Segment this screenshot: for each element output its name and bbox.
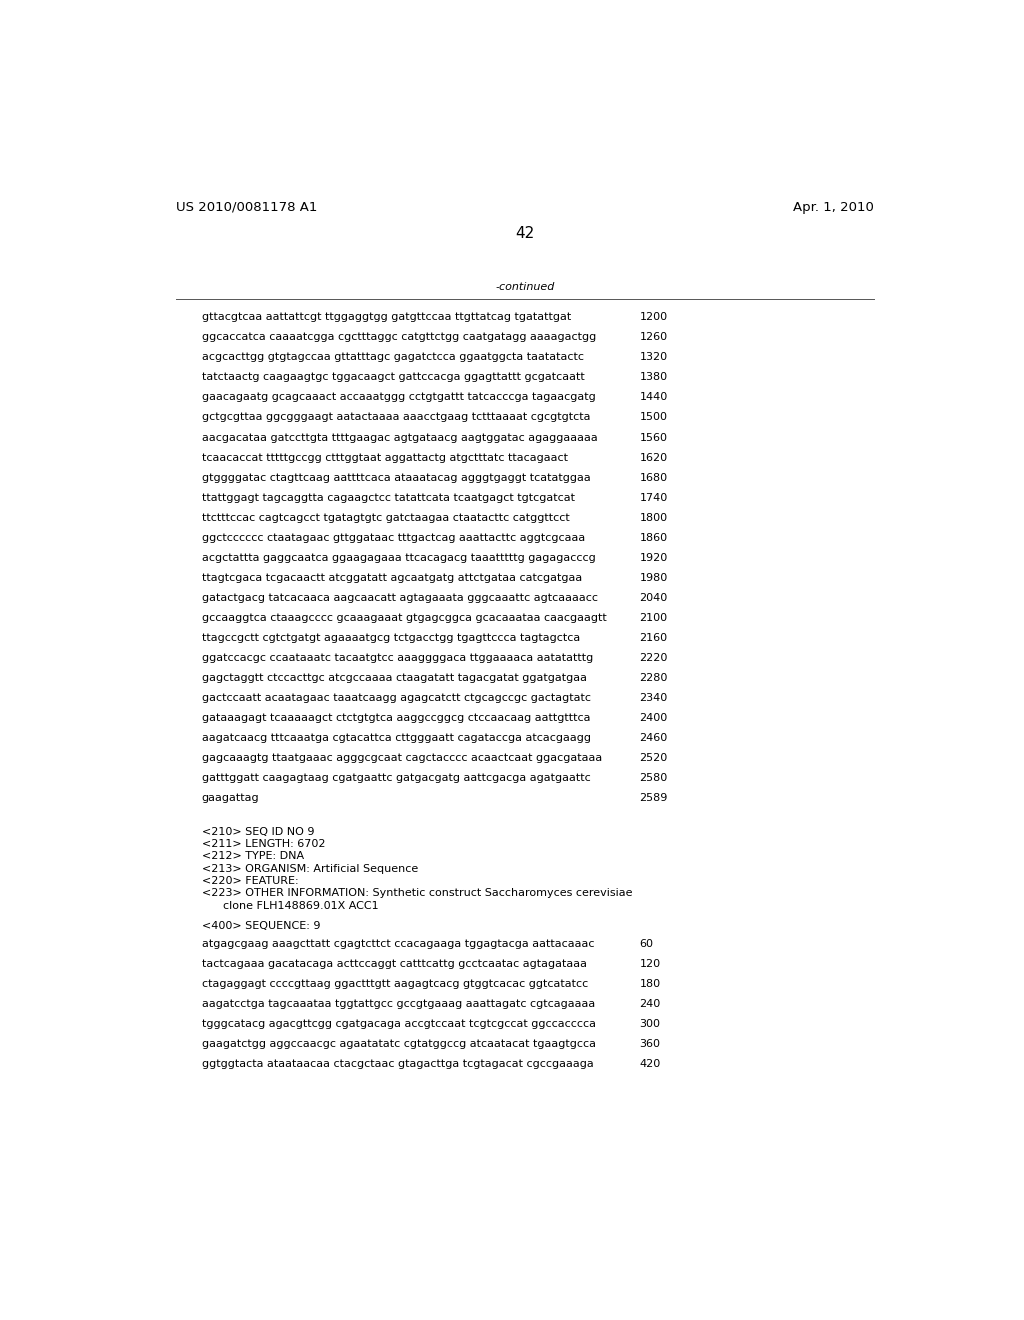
Text: gccaaggtca ctaaagcccc gcaaagaaat gtgagcggca gcacaaataa caacgaagtt: gccaaggtca ctaaagcccc gcaaagaaat gtgagcg… xyxy=(202,612,606,623)
Text: -continued: -continued xyxy=(496,281,554,292)
Text: gagctaggtt ctccacttgc atcgccaaaa ctaagatatt tagacgatat ggatgatgaa: gagctaggtt ctccacttgc atcgccaaaa ctaagat… xyxy=(202,673,587,682)
Text: 1260: 1260 xyxy=(640,333,668,342)
Text: acgcacttgg gtgtagccaa gttatttagc gagatctcca ggaatggcta taatatactc: acgcacttgg gtgtagccaa gttatttagc gagatct… xyxy=(202,352,584,363)
Text: clone FLH148869.01X ACC1: clone FLH148869.01X ACC1 xyxy=(202,900,378,911)
Text: 1500: 1500 xyxy=(640,412,668,422)
Text: 360: 360 xyxy=(640,1039,660,1049)
Text: tcaacaccat tttttgccgg ctttggtaat aggattactg atgctttatc ttacagaact: tcaacaccat tttttgccgg ctttggtaat aggatta… xyxy=(202,453,567,462)
Text: Apr. 1, 2010: Apr. 1, 2010 xyxy=(793,201,873,214)
Text: aagatcctga tagcaaataa tggtattgcc gccgtgaaag aaattagatc cgtcagaaaa: aagatcctga tagcaaataa tggtattgcc gccgtga… xyxy=(202,999,595,1010)
Text: 1920: 1920 xyxy=(640,553,668,562)
Text: 1200: 1200 xyxy=(640,313,668,322)
Text: tatctaactg caagaagtgc tggacaagct gattccacga ggagttattt gcgatcaatt: tatctaactg caagaagtgc tggacaagct gattcca… xyxy=(202,372,585,383)
Text: <223> OTHER INFORMATION: Synthetic construct Saccharomyces cerevisiae: <223> OTHER INFORMATION: Synthetic const… xyxy=(202,888,632,899)
Text: 2520: 2520 xyxy=(640,752,668,763)
Text: <213> ORGANISM: Artificial Sequence: <213> ORGANISM: Artificial Sequence xyxy=(202,863,418,874)
Text: 2220: 2220 xyxy=(640,653,668,663)
Text: 60: 60 xyxy=(640,940,653,949)
Text: gaagattag: gaagattag xyxy=(202,793,259,803)
Text: ggatccacgc ccaataaatc tacaatgtcc aaaggggaca ttggaaaaca aatatatttg: ggatccacgc ccaataaatc tacaatgtcc aaagggg… xyxy=(202,653,593,663)
Text: <400> SEQUENCE: 9: <400> SEQUENCE: 9 xyxy=(202,921,321,931)
Text: 300: 300 xyxy=(640,1019,660,1030)
Text: 1680: 1680 xyxy=(640,473,668,483)
Text: atgagcgaag aaagcttatt cgagtcttct ccacagaaga tggagtacga aattacaaac: atgagcgaag aaagcttatt cgagtcttct ccacaga… xyxy=(202,940,594,949)
Text: <212> TYPE: DNA: <212> TYPE: DNA xyxy=(202,851,304,862)
Text: 240: 240 xyxy=(640,999,660,1010)
Text: <211> LENGTH: 6702: <211> LENGTH: 6702 xyxy=(202,840,326,849)
Text: 2280: 2280 xyxy=(640,673,668,682)
Text: ttagccgctt cgtctgatgt agaaaatgcg tctgacctgg tgagttccca tagtagctca: ttagccgctt cgtctgatgt agaaaatgcg tctgacc… xyxy=(202,632,580,643)
Text: gttacgtcaa aattattcgt ttggaggtgg gatgttccaa ttgttatcag tgatattgat: gttacgtcaa aattattcgt ttggaggtgg gatgttc… xyxy=(202,313,570,322)
Text: ttattggagt tagcaggtta cagaagctcc tatattcata tcaatgagct tgtcgatcat: ttattggagt tagcaggtta cagaagctcc tatattc… xyxy=(202,492,574,503)
Text: ggctcccccc ctaatagaac gttggataac tttgactcag aaattacttc aggtcgcaaa: ggctcccccc ctaatagaac gttggataac tttgact… xyxy=(202,533,585,543)
Text: 1320: 1320 xyxy=(640,352,668,363)
Text: 120: 120 xyxy=(640,960,660,969)
Text: 42: 42 xyxy=(515,226,535,242)
Text: 180: 180 xyxy=(640,979,660,989)
Text: 1440: 1440 xyxy=(640,392,668,403)
Text: 2580: 2580 xyxy=(640,774,668,783)
Text: aacgacataa gatccttgta ttttgaagac agtgataacg aagtggatac agaggaaaaa: aacgacataa gatccttgta ttttgaagac agtgata… xyxy=(202,433,597,442)
Text: 2340: 2340 xyxy=(640,693,668,702)
Text: 1740: 1740 xyxy=(640,492,668,503)
Text: ttctttccac cagtcagcct tgatagtgtc gatctaagaa ctaatacttc catggttcct: ttctttccac cagtcagcct tgatagtgtc gatctaa… xyxy=(202,512,569,523)
Text: ctagaggagt ccccgttaag ggactttgtt aagagtcacg gtggtcacac ggtcatatcc: ctagaggagt ccccgttaag ggactttgtt aagagtc… xyxy=(202,979,588,989)
Text: gaacagaatg gcagcaaact accaaatggg cctgtgattt tatcacccga tagaacgatg: gaacagaatg gcagcaaact accaaatggg cctgtga… xyxy=(202,392,595,403)
Text: gatttggatt caagagtaag cgatgaattc gatgacgatg aattcgacga agatgaattc: gatttggatt caagagtaag cgatgaattc gatgacg… xyxy=(202,774,591,783)
Text: 2589: 2589 xyxy=(640,793,668,803)
Text: ggcaccatca caaaatcgga cgctttaggc catgttctgg caatgatagg aaaagactgg: ggcaccatca caaaatcgga cgctttaggc catgttc… xyxy=(202,333,596,342)
Text: 2160: 2160 xyxy=(640,632,668,643)
Text: 2040: 2040 xyxy=(640,593,668,603)
Text: aagatcaacg tttcaaatga cgtacattca cttgggaatt cagataccga atcacgaagg: aagatcaacg tttcaaatga cgtacattca cttggga… xyxy=(202,733,591,743)
Text: ggtggtacta ataataacaa ctacgctaac gtagacttga tcgtagacat cgccgaaaga: ggtggtacta ataataacaa ctacgctaac gtagact… xyxy=(202,1059,593,1069)
Text: gctgcgttaa ggcgggaagt aatactaaaa aaacctgaag tctttaaaat cgcgtgtcta: gctgcgttaa ggcgggaagt aatactaaaa aaacctg… xyxy=(202,412,590,422)
Text: 1620: 1620 xyxy=(640,453,668,462)
Text: 1980: 1980 xyxy=(640,573,668,582)
Text: <220> FEATURE:: <220> FEATURE: xyxy=(202,876,298,886)
Text: 1800: 1800 xyxy=(640,512,668,523)
Text: gatactgacg tatcacaaca aagcaacatt agtagaaata gggcaaattc agtcaaaacc: gatactgacg tatcacaaca aagcaacatt agtagaa… xyxy=(202,593,598,603)
Text: acgctattta gaggcaatca ggaagagaaa ttcacagacg taaatttttg gagagacccg: acgctattta gaggcaatca ggaagagaaa ttcacag… xyxy=(202,553,595,562)
Text: tgggcatacg agacgttcgg cgatgacaga accgtccaat tcgtcgccat ggccacccca: tgggcatacg agacgttcgg cgatgacaga accgtcc… xyxy=(202,1019,596,1030)
Text: gactccaatt acaatagaac taaatcaagg agagcatctt ctgcagccgc gactagtatc: gactccaatt acaatagaac taaatcaagg agagcat… xyxy=(202,693,591,702)
Text: <210> SEQ ID NO 9: <210> SEQ ID NO 9 xyxy=(202,826,314,837)
Text: 1380: 1380 xyxy=(640,372,668,383)
Text: 2400: 2400 xyxy=(640,713,668,723)
Text: gataaagagt tcaaaaagct ctctgtgtca aaggccggcg ctccaacaag aattgtttca: gataaagagt tcaaaaagct ctctgtgtca aaggccg… xyxy=(202,713,590,723)
Text: US 2010/0081178 A1: US 2010/0081178 A1 xyxy=(176,201,317,214)
Text: 2460: 2460 xyxy=(640,733,668,743)
Text: ttagtcgaca tcgacaactt atcggatatt agcaatgatg attctgataa catcgatgaa: ttagtcgaca tcgacaactt atcggatatt agcaatg… xyxy=(202,573,582,582)
Text: gagcaaagtg ttaatgaaac agggcgcaat cagctacccc acaactcaat ggacgataaa: gagcaaagtg ttaatgaaac agggcgcaat cagctac… xyxy=(202,752,602,763)
Text: 1860: 1860 xyxy=(640,533,668,543)
Text: tactcagaaa gacatacaga acttccaggt catttcattg gcctcaatac agtagataaa: tactcagaaa gacatacaga acttccaggt catttca… xyxy=(202,960,587,969)
Text: 420: 420 xyxy=(640,1059,660,1069)
Text: 1560: 1560 xyxy=(640,433,668,442)
Text: 2100: 2100 xyxy=(640,612,668,623)
Text: gtggggatac ctagttcaag aattttcaca ataaatacag agggtgaggt tcatatggaa: gtggggatac ctagttcaag aattttcaca ataaata… xyxy=(202,473,591,483)
Text: gaagatctgg aggccaacgc agaatatatc cgtatggccg atcaatacat tgaagtgcca: gaagatctgg aggccaacgc agaatatatc cgtatgg… xyxy=(202,1039,596,1049)
